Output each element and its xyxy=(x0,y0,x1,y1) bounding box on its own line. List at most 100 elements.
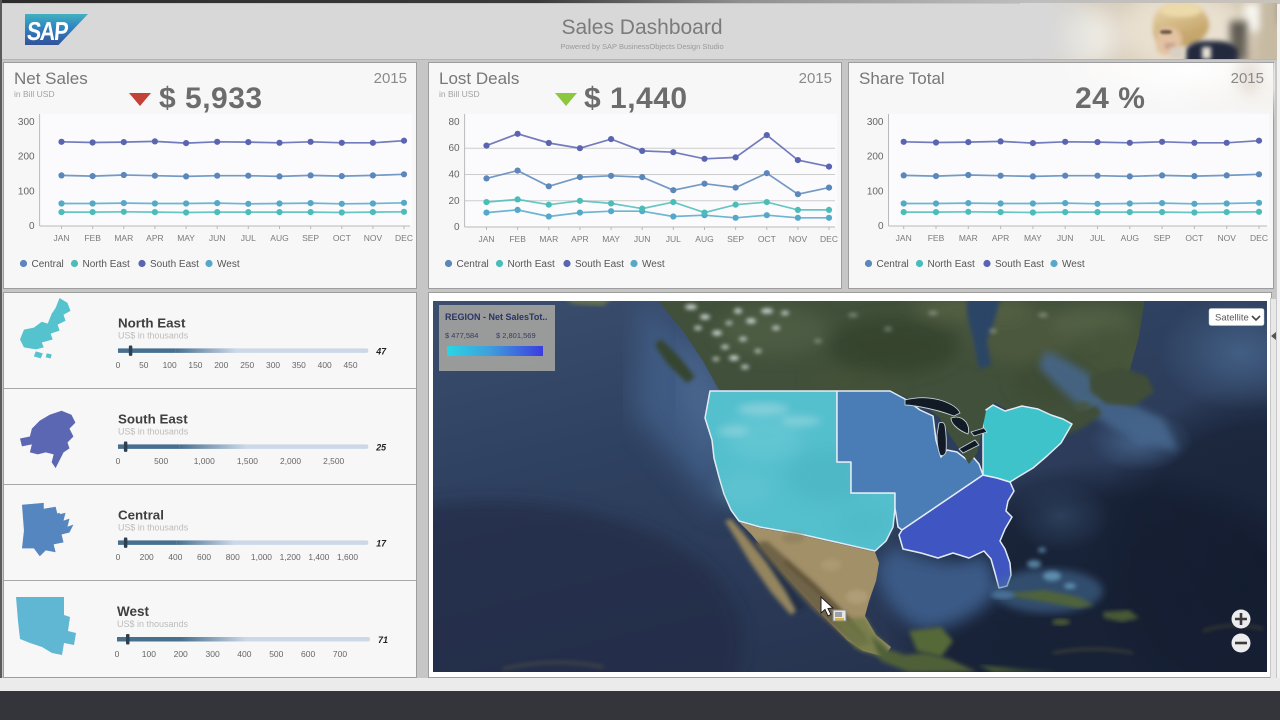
svg-text:SEP: SEP xyxy=(1154,233,1171,243)
svg-text:North East: North East xyxy=(118,316,186,331)
svg-text:North East: North East xyxy=(508,259,555,270)
svg-text:100: 100 xyxy=(867,186,884,197)
svg-text:FEB: FEB xyxy=(509,234,526,244)
svg-text:MAR: MAR xyxy=(959,233,978,243)
svg-text:FEB: FEB xyxy=(84,233,101,243)
svg-text:APR: APR xyxy=(146,233,163,243)
svg-text:SEP: SEP xyxy=(727,234,744,244)
svg-text:700: 700 xyxy=(333,649,347,659)
svg-text:47: 47 xyxy=(375,346,387,356)
svg-text:0: 0 xyxy=(115,649,120,659)
svg-text:0: 0 xyxy=(29,221,35,232)
svg-text:300: 300 xyxy=(206,649,220,659)
svg-text:600: 600 xyxy=(301,649,315,659)
svg-text:800: 800 xyxy=(226,552,240,562)
svg-text:50: 50 xyxy=(139,360,149,370)
svg-text:300: 300 xyxy=(18,117,35,128)
svg-text:JUL: JUL xyxy=(666,234,681,244)
svg-text:200: 200 xyxy=(140,552,154,562)
svg-text:REGION - Net SalesTot..: REGION - Net SalesTot.. xyxy=(445,312,547,322)
svg-text:20: 20 xyxy=(448,196,460,207)
svg-text:Central: Central xyxy=(118,508,164,523)
svg-text:South East: South East xyxy=(118,412,188,427)
svg-text:West: West xyxy=(117,604,150,619)
svg-text:OCT: OCT xyxy=(758,234,776,244)
svg-text:150: 150 xyxy=(188,360,202,370)
svg-text:JUN: JUN xyxy=(209,233,226,243)
svg-text:FEB: FEB xyxy=(928,233,945,243)
svg-text:South East: South East xyxy=(575,259,624,270)
svg-text:1,600: 1,600 xyxy=(337,552,358,562)
svg-text:South East: South East xyxy=(150,259,199,270)
svg-text:North East: North East xyxy=(83,259,130,270)
svg-text:Central: Central xyxy=(32,259,64,270)
svg-text:0: 0 xyxy=(116,456,121,466)
svg-text:17: 17 xyxy=(376,538,387,548)
svg-text:1,200: 1,200 xyxy=(280,552,301,562)
svg-text:North East: North East xyxy=(928,259,975,270)
svg-text:100: 100 xyxy=(18,186,35,197)
svg-text:US$ in thousands: US$ in thousands xyxy=(118,427,189,437)
svg-text:350: 350 xyxy=(292,360,306,370)
svg-text:West: West xyxy=(642,259,665,270)
svg-text:200: 200 xyxy=(214,360,228,370)
svg-text:MAY: MAY xyxy=(1024,233,1042,243)
svg-text:500: 500 xyxy=(269,649,283,659)
svg-text:250: 250 xyxy=(240,360,254,370)
svg-text:JUN: JUN xyxy=(1057,233,1074,243)
svg-text:0: 0 xyxy=(116,552,121,562)
svg-text:JAN: JAN xyxy=(896,233,912,243)
svg-text:DEC: DEC xyxy=(1250,233,1268,243)
svg-text:400: 400 xyxy=(318,360,332,370)
svg-text:JUL: JUL xyxy=(1090,233,1105,243)
svg-text:JAN: JAN xyxy=(478,234,494,244)
svg-text:DEC: DEC xyxy=(395,233,413,243)
svg-text:300: 300 xyxy=(266,360,280,370)
svg-text:APR: APR xyxy=(992,233,1009,243)
svg-text:Central: Central xyxy=(877,259,909,270)
svg-text:300: 300 xyxy=(867,117,884,128)
svg-text:1,400: 1,400 xyxy=(308,552,329,562)
svg-text:West: West xyxy=(1062,259,1085,270)
svg-text:NOV: NOV xyxy=(789,234,808,244)
svg-text:Central: Central xyxy=(457,259,489,270)
svg-text:1,000: 1,000 xyxy=(194,456,215,466)
svg-text:DEC: DEC xyxy=(820,234,838,244)
svg-text:OCT: OCT xyxy=(333,233,351,243)
svg-text:US$ in thousands: US$ in thousands xyxy=(118,331,189,341)
svg-text:JAN: JAN xyxy=(53,233,69,243)
svg-text:JUL: JUL xyxy=(241,233,256,243)
svg-text:40: 40 xyxy=(448,170,460,181)
svg-text:US$ in thousands: US$ in thousands xyxy=(118,523,189,533)
svg-text:500: 500 xyxy=(154,456,168,466)
svg-text:0: 0 xyxy=(878,221,884,232)
svg-text:0: 0 xyxy=(116,360,121,370)
svg-text:2,000: 2,000 xyxy=(280,456,301,466)
svg-text:South East: South East xyxy=(995,259,1044,270)
svg-text:80: 80 xyxy=(448,117,460,128)
svg-text:APR: APR xyxy=(571,234,588,244)
svg-text:100: 100 xyxy=(142,649,156,659)
svg-text:2,500: 2,500 xyxy=(323,456,344,466)
svg-text:NOV: NOV xyxy=(364,233,383,243)
svg-text:200: 200 xyxy=(867,152,884,163)
svg-text:MAY: MAY xyxy=(602,234,620,244)
svg-text:MAR: MAR xyxy=(114,233,133,243)
svg-text:AUG: AUG xyxy=(270,233,288,243)
svg-text:400: 400 xyxy=(168,552,182,562)
svg-text:AUG: AUG xyxy=(695,234,713,244)
svg-text:MAY: MAY xyxy=(177,233,195,243)
svg-text:71: 71 xyxy=(378,635,388,645)
svg-text:MAR: MAR xyxy=(539,234,558,244)
svg-text:200: 200 xyxy=(18,152,35,163)
svg-text:1,500: 1,500 xyxy=(237,456,258,466)
svg-text:JUN: JUN xyxy=(634,234,651,244)
svg-text:25: 25 xyxy=(375,442,387,452)
svg-text:0: 0 xyxy=(454,222,460,233)
svg-text:200: 200 xyxy=(174,649,188,659)
svg-text:NOV: NOV xyxy=(1217,233,1236,243)
svg-text:SEP: SEP xyxy=(302,233,319,243)
svg-text:1,000: 1,000 xyxy=(251,552,272,562)
svg-text:60: 60 xyxy=(448,143,460,154)
svg-text:$ 477,584: $ 477,584 xyxy=(445,331,478,340)
